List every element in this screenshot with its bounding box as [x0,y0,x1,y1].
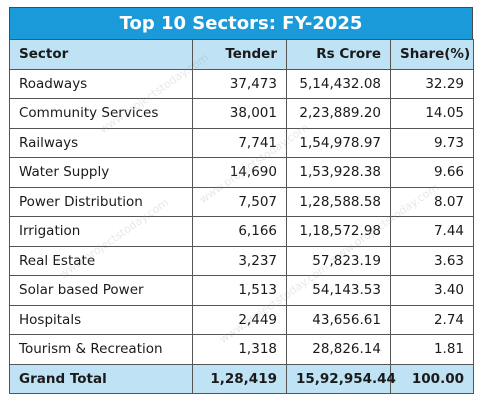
crore-cell: 28,826.14 [286,334,391,365]
crore-cell: 1,18,572.98 [286,216,391,247]
table-row: Irrigation 6,166 1,18,572.98 7.44 [9,216,474,247]
sector-cell: Solar based Power [9,275,193,306]
crore-cell: 1,54,978.97 [286,127,391,158]
share-cell: 3.40 [390,275,474,306]
table-row: Power Distribution 7,507 1,28,588.58 8.0… [9,186,474,217]
table-row: Hospitals 2,449 43,656.61 2.74 [9,304,474,335]
tender-cell: 7,741 [192,127,287,158]
tender-cell: 7,507 [192,186,287,217]
sector-cell: Power Distribution [9,186,193,217]
sector-cell: Community Services [9,98,193,129]
share-cell: 3.63 [390,245,474,276]
sector-cell: Roadways [9,68,193,99]
crore-cell: 1,53,928.38 [286,157,391,188]
tender-cell: 3,237 [192,245,287,276]
column-header-tender: Tender [192,39,287,70]
grand-total-share: 100.00 [390,363,474,394]
grand-total-label: Grand Total [9,363,193,394]
share-cell: 2.74 [390,304,474,335]
crore-cell: 2,23,889.20 [286,98,391,129]
sector-cell: Tourism & Recreation [9,334,193,365]
sector-cell: Railways [9,127,193,158]
share-cell: 14.05 [390,98,474,129]
table-row: Real Estate 3,237 57,823.19 3.63 [9,245,474,276]
share-cell: 8.07 [390,186,474,217]
crore-cell: 57,823.19 [286,245,391,276]
table-row: Community Services 38,001 2,23,889.20 14… [9,98,474,129]
table-row: Tourism & Recreation 1,318 28,826.14 1.8… [9,334,474,365]
grand-total-row: Grand Total 1,28,419 15,92,954.44 100.00 [9,363,474,394]
sectors-table-card: Top 10 Sectors: FY-2025 Sector Tender Rs… [9,7,474,397]
table-row: Solar based Power 1,513 54,143.53 3.40 [9,275,474,306]
tender-cell: 2,449 [192,304,287,335]
tender-cell: 38,001 [192,98,287,129]
share-cell: 32.29 [390,68,474,99]
share-cell: 9.66 [390,157,474,188]
table-row: Roadways 37,473 5,14,432.08 32.29 [9,68,474,99]
crore-cell: 5,14,432.08 [286,68,391,99]
share-cell: 1.81 [390,334,474,365]
column-header-rs-crore: Rs Crore [286,39,391,70]
sector-cell: Irrigation [9,216,193,247]
sector-cell: Water Supply [9,157,193,188]
sector-cell: Hospitals [9,304,193,335]
share-cell: 7.44 [390,216,474,247]
tender-cell: 6,166 [192,216,287,247]
tender-cell: 1,513 [192,275,287,306]
sectors-table: Sector Tender Rs Crore Share(%) Roadways… [9,39,474,394]
grand-total-tender: 1,28,419 [192,363,287,394]
column-header-share: Share(%) [390,39,474,70]
tender-cell: 14,690 [192,157,287,188]
crore-cell: 54,143.53 [286,275,391,306]
share-cell: 9.73 [390,127,474,158]
tender-cell: 37,473 [192,68,287,99]
table-row: Railways 7,741 1,54,978.97 9.73 [9,127,474,158]
column-header-sector: Sector [9,39,193,70]
grand-total-crore: 15,92,954.44 [286,363,396,394]
crore-cell: 43,656.61 [286,304,391,335]
table-row: Water Supply 14,690 1,53,928.38 9.66 [9,157,474,188]
sector-cell: Real Estate [9,245,193,276]
crore-cell: 1,28,588.58 [286,186,391,217]
tender-cell: 1,318 [192,334,287,365]
header-row: Sector Tender Rs Crore Share(%) [9,39,474,70]
table-title: Top 10 Sectors: FY-2025 [9,7,473,39]
